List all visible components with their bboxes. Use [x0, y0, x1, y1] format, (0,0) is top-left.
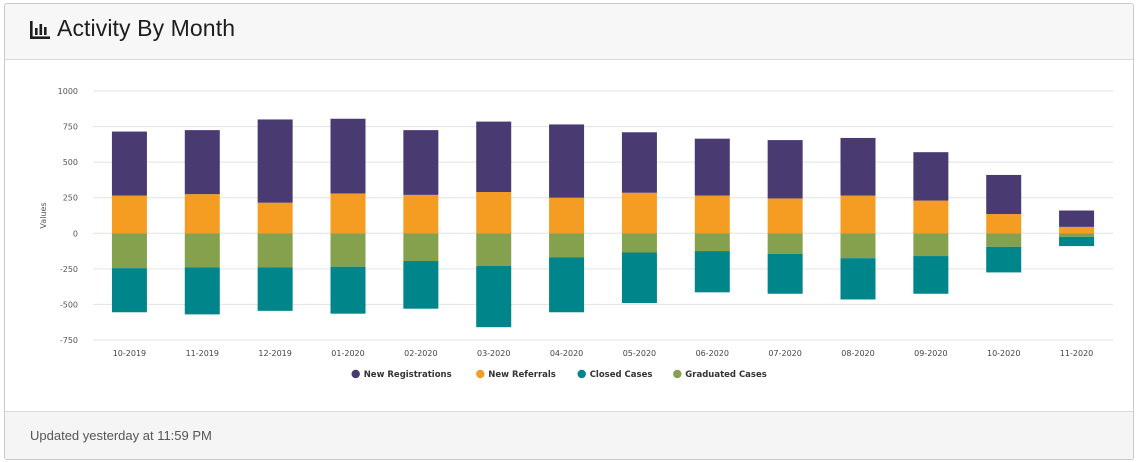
bar-segment: [767, 198, 803, 234]
y-tick-label: 750: [63, 123, 78, 132]
bar-segment: [111, 131, 147, 196]
y-tick-label: 500: [63, 158, 78, 167]
legend-marker: [577, 369, 586, 379]
bar-segment: [403, 233, 439, 262]
bar-segment: [767, 140, 803, 199]
bar-segment: [986, 174, 1022, 215]
bar-segment: [986, 214, 1022, 234]
bar-segment: [257, 267, 293, 311]
bar-segment: [476, 233, 512, 267]
bar-segment: [913, 200, 949, 234]
bar-segment: [694, 251, 730, 293]
bar-segment: [403, 194, 439, 234]
bar-segment: [913, 256, 949, 294]
bar-segment: [986, 246, 1022, 273]
activity-card: Activity By Month -750 -500 -250 0 250 500 750…: [4, 3, 1134, 460]
legend-marker: [351, 369, 360, 379]
x-tick-label: 11-2020: [1060, 349, 1093, 358]
bar-segment: [403, 261, 439, 309]
x-tick-label: 09-2020: [914, 349, 947, 358]
bar-segment: [694, 138, 730, 196]
chart-area: -750 -500 -250 0 250 500 750 1000 Values 10-2019 1…: [5, 60, 1133, 410]
x-tick-label: 03-2020: [477, 349, 510, 358]
bar-segment: [549, 233, 585, 258]
bar-segment: [330, 193, 366, 234]
bar-segment: [1059, 236, 1095, 247]
bar-segment: [767, 253, 803, 294]
x-tick-label: 07-2020: [768, 349, 801, 358]
bar-segment: [549, 257, 585, 313]
legend-marker: [673, 369, 682, 379]
x-tick-label: 11-2019: [186, 349, 219, 358]
bar-segment: [184, 194, 220, 234]
bar-segment: [403, 130, 439, 195]
bar-segment: [913, 152, 949, 201]
bar-segment: [476, 266, 512, 328]
bar-segment: [913, 233, 949, 257]
bar-segment: [1059, 233, 1095, 237]
bar-segment: [184, 233, 220, 268]
bar-segment: [840, 233, 876, 259]
x-tick-label: 05-2020: [623, 349, 656, 358]
y-axis-label: Values: [39, 202, 48, 228]
stacked-bar-chart: -750 -500 -250 0 250 500 750 1000 Values 10-2019 1…: [39, 87, 1113, 380]
bar-segment: [549, 197, 585, 234]
bar-segment: [986, 233, 1022, 247]
bar-segment: [257, 202, 293, 234]
bar-segment: [257, 119, 293, 203]
y-tick-label: -500: [60, 300, 78, 309]
x-tick-label: 12-2019: [258, 349, 291, 358]
x-tick-label: 01-2020: [331, 349, 364, 358]
bar-segment: [111, 268, 147, 313]
bar-segment: [549, 124, 585, 198]
card-header: Activity By Month: [5, 4, 1133, 60]
bar-segment: [621, 192, 657, 234]
bar-segment: [621, 252, 657, 304]
bar-segment: [840, 137, 876, 196]
x-tick-label: 02-2020: [404, 349, 437, 358]
bar-segment: [621, 132, 657, 193]
bar-chart-icon: [30, 21, 50, 39]
legend-label: New Referrals: [488, 370, 556, 380]
bar-segment: [330, 233, 366, 267]
bar-segment: [257, 233, 293, 268]
bar-segment: [1059, 226, 1095, 234]
y-tick-label: 1000: [58, 87, 78, 96]
legend-marker: [476, 369, 485, 379]
bar-segment: [111, 195, 147, 234]
x-tick-label: 06-2020: [696, 349, 729, 358]
legend-label: Closed Cases: [590, 370, 653, 380]
y-tick-label: 250: [63, 194, 78, 203]
bar-segment: [184, 267, 220, 315]
y-tick-label: -250: [60, 265, 78, 274]
bar-segment: [767, 233, 803, 254]
bar-segment: [621, 233, 657, 253]
x-tick-label: 10-2020: [987, 349, 1020, 358]
y-tick-label: -750: [60, 336, 78, 345]
x-tick-label: 10-2019: [113, 349, 146, 358]
bar-segment: [476, 121, 512, 193]
legend-label: Graduated Cases: [685, 370, 767, 380]
updated-timestamp: Updated yesterday at 11:59 PM: [30, 428, 212, 443]
card-footer: Updated yesterday at 11:59 PM: [5, 411, 1133, 459]
bar-segment: [476, 192, 512, 234]
bar-segment: [694, 195, 730, 234]
x-tick-label: 04-2020: [550, 349, 583, 358]
y-tick-label: 0: [73, 229, 78, 238]
bar-segment: [184, 130, 220, 195]
bar-segment: [840, 258, 876, 300]
bar-segment: [111, 233, 147, 269]
bar-segment: [840, 195, 876, 234]
card-title: Activity By Month: [57, 15, 236, 41]
x-tick-label: 08-2020: [841, 349, 874, 358]
bar-segment: [330, 266, 366, 314]
legend-label: New Registrations: [364, 370, 452, 380]
bar-segment: [1059, 210, 1095, 227]
bar-segment: [330, 118, 366, 194]
bar-segment: [694, 233, 730, 252]
